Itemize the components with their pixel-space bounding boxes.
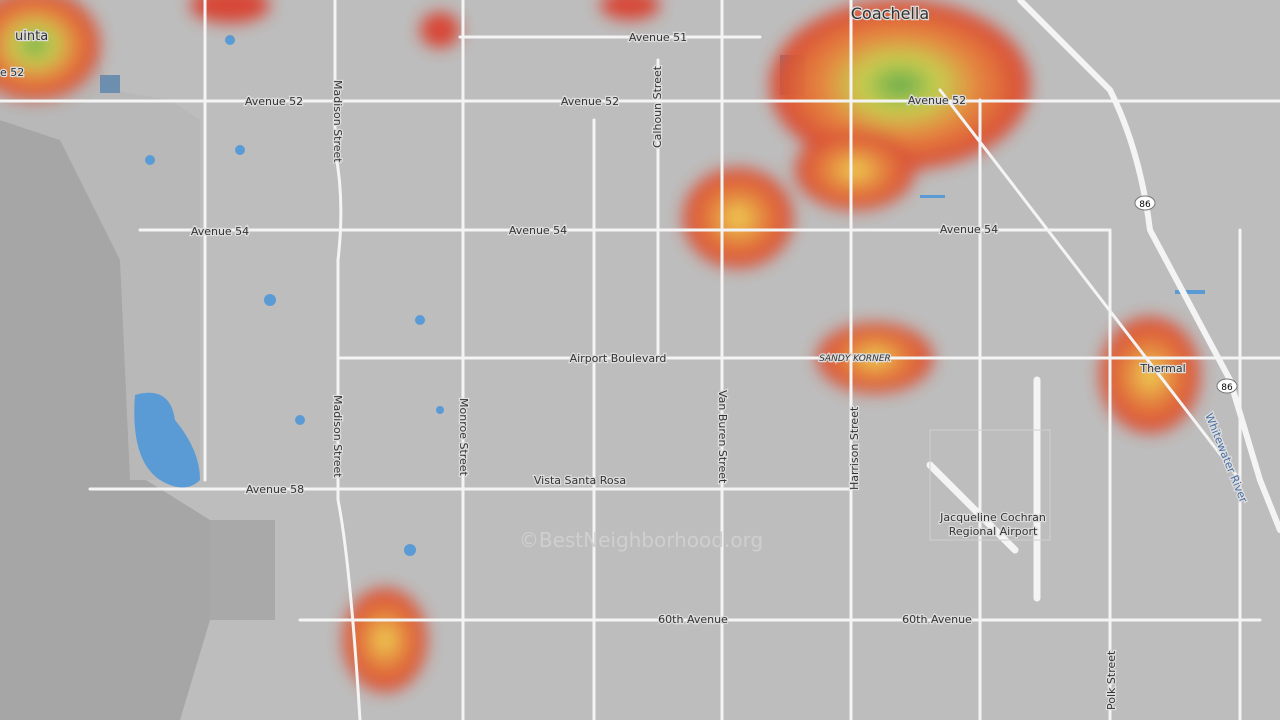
road-label: Avenue 54 — [940, 223, 998, 236]
route-number: 86 — [1139, 200, 1151, 210]
heatmap — [0, 0, 1200, 692]
road-label: Madison Street — [331, 80, 344, 163]
terrain — [0, 0, 275, 720]
city-label: Thermal — [1139, 362, 1185, 375]
route-shield: 86 — [1216, 378, 1238, 394]
road-label: Madison Street — [331, 395, 344, 478]
road-label: Avenue 54 — [191, 225, 249, 238]
labels: Coachella uinta Thermal SANDY KORNER Jac… — [0, 3, 1251, 712]
water — [100, 35, 1205, 556]
road-label: Polk Street — [1105, 650, 1118, 710]
road-label: Van Buren Street — [716, 390, 729, 484]
route-shield: 86 — [1134, 195, 1156, 211]
place-label: SANDY KORNER — [819, 354, 891, 364]
road-label: Monroe Street — [457, 398, 470, 477]
road-label: e 52 — [0, 66, 24, 79]
watermark: ©BestNeighborhood.org — [519, 528, 763, 552]
road-label: Vista Santa Rosa — [534, 474, 626, 487]
route-number: 86 — [1221, 383, 1233, 393]
road-label: Calhoun Street — [651, 65, 664, 148]
airport-label: Regional Airport — [949, 525, 1038, 538]
city-label: uinta — [15, 29, 48, 44]
road-label: Airport Boulevard — [570, 352, 667, 365]
road-label: Avenue 54 — [509, 224, 567, 237]
road-label: 60th Avenue — [902, 613, 972, 626]
city-label: Coachella — [851, 4, 929, 23]
road-label: Harrison Street — [848, 406, 861, 490]
road-label: Avenue 51 — [629, 31, 687, 44]
airport-label: Jacqueline Cochran — [939, 511, 1046, 524]
road-label: Avenue 52 — [908, 94, 966, 107]
road-label: Avenue 58 — [246, 483, 304, 496]
road-label: Avenue 52 — [245, 95, 303, 108]
road-label: 60th Avenue — [658, 613, 728, 626]
road-label: Avenue 52 — [561, 95, 619, 108]
